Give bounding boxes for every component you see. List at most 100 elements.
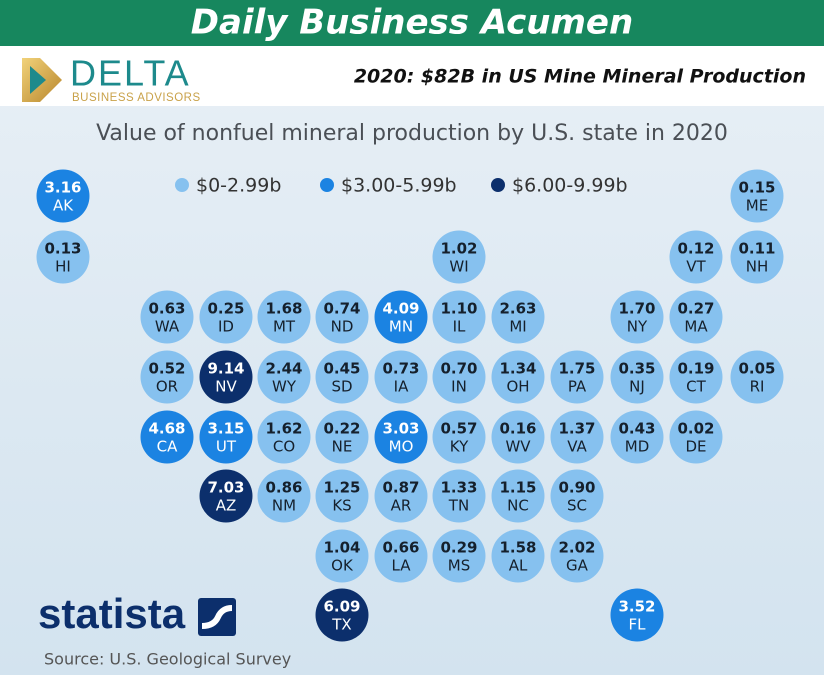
state-code: NC bbox=[507, 497, 529, 515]
state-value: 0.70 bbox=[440, 360, 477, 378]
legend: $0-2.99b $3.00-5.99b $6.00-9.99b bbox=[175, 175, 628, 197]
state-value: 0.57 bbox=[440, 420, 477, 438]
state-tile bbox=[432, 469, 486, 523]
state-value: 3.03 bbox=[382, 420, 419, 438]
state-value: 0.43 bbox=[618, 420, 655, 438]
logo-name: DELTA bbox=[70, 53, 191, 94]
state-tile bbox=[315, 410, 369, 464]
state-code: NJ bbox=[629, 378, 645, 396]
state-value: 3.52 bbox=[618, 598, 655, 616]
state-code: MA bbox=[684, 318, 708, 336]
state-tile bbox=[140, 290, 194, 344]
state-value: 2.63 bbox=[499, 300, 536, 318]
state-code: WI bbox=[449, 258, 468, 276]
state-tile bbox=[257, 469, 311, 523]
state-tile bbox=[374, 529, 428, 583]
state-value: 1.70 bbox=[618, 300, 655, 318]
state-code: PA bbox=[568, 378, 587, 396]
state-code: HI bbox=[55, 258, 71, 276]
state-value: 0.87 bbox=[382, 479, 419, 497]
state-code: TX bbox=[331, 616, 351, 634]
state-value: 1.10 bbox=[440, 300, 477, 318]
state-value: 0.02 bbox=[677, 420, 714, 438]
state-tile bbox=[199, 469, 253, 523]
state-tile bbox=[550, 350, 604, 404]
state-value: 0.27 bbox=[677, 300, 714, 318]
state-code: AZ bbox=[216, 497, 237, 515]
state-value: 1.04 bbox=[323, 539, 360, 557]
state-code: AK bbox=[53, 197, 74, 215]
state-code: MN bbox=[389, 318, 413, 336]
state-code: NY bbox=[627, 318, 648, 336]
state-code: IL bbox=[453, 318, 466, 336]
state-code: NV bbox=[215, 378, 237, 396]
legend-label: $0-2.99b bbox=[196, 175, 281, 197]
state-code: GA bbox=[566, 557, 589, 575]
state-tile bbox=[491, 290, 545, 344]
state-tile bbox=[610, 350, 664, 404]
state-tile bbox=[491, 410, 545, 464]
state-value: 0.11 bbox=[738, 240, 775, 258]
state-tile bbox=[669, 230, 723, 284]
state-code: ND bbox=[331, 318, 354, 336]
state-tile bbox=[199, 410, 253, 464]
state-code: DE bbox=[685, 438, 706, 456]
state-code: UT bbox=[216, 438, 237, 456]
state-value: 0.52 bbox=[148, 360, 185, 378]
state-tile bbox=[374, 350, 428, 404]
banner bbox=[0, 0, 824, 46]
state-value: 7.03 bbox=[207, 479, 244, 497]
state-tile bbox=[36, 169, 90, 223]
state-code: VA bbox=[567, 438, 587, 456]
state-code: VT bbox=[686, 258, 706, 276]
state-value: 1.75 bbox=[558, 360, 595, 378]
state-code: NE bbox=[332, 438, 353, 456]
state-code: OR bbox=[156, 378, 178, 396]
state-code: OK bbox=[331, 557, 354, 575]
state-code: SC bbox=[567, 497, 587, 515]
state-value: 0.22 bbox=[323, 420, 360, 438]
state-code: AL bbox=[509, 557, 528, 575]
state-value: 0.16 bbox=[499, 420, 536, 438]
state-tile bbox=[669, 350, 723, 404]
state-tile bbox=[730, 169, 784, 223]
state-value: 1.33 bbox=[440, 479, 477, 497]
state-code: FL bbox=[629, 616, 647, 634]
state-tile bbox=[257, 290, 311, 344]
state-tile bbox=[669, 410, 723, 464]
chart-title: Value of nonfuel mineral production by U… bbox=[96, 121, 728, 146]
state-code: LA bbox=[392, 557, 412, 575]
state-code: RI bbox=[750, 378, 765, 396]
state-value: 1.68 bbox=[265, 300, 302, 318]
state-value: 0.73 bbox=[382, 360, 419, 378]
state-code: MS bbox=[448, 557, 470, 575]
state-tile bbox=[374, 290, 428, 344]
state-value: 1.15 bbox=[499, 479, 536, 497]
state-tile bbox=[550, 469, 604, 523]
state-code: CT bbox=[686, 378, 706, 396]
logo: DELTA BUSINESS ADVISORS bbox=[22, 53, 200, 104]
state-value: 0.74 bbox=[323, 300, 360, 318]
state-value: 3.15 bbox=[207, 420, 244, 438]
legend-label: $6.00-9.99b bbox=[512, 175, 628, 197]
state-value: 1.58 bbox=[499, 539, 536, 557]
state-tile bbox=[36, 230, 90, 284]
state-value: 0.13 bbox=[44, 240, 81, 258]
state-code: MT bbox=[273, 318, 296, 336]
state-tile bbox=[374, 469, 428, 523]
state-code: ID bbox=[218, 318, 234, 336]
state-value: 6.09 bbox=[323, 598, 360, 616]
state-tile bbox=[432, 529, 486, 583]
legend-label: $3.00-5.99b bbox=[341, 175, 457, 197]
state-value: 1.62 bbox=[265, 420, 302, 438]
brand: statista bbox=[38, 590, 186, 637]
state-value: 2.44 bbox=[265, 360, 302, 378]
state-tile bbox=[669, 290, 723, 344]
state-code: NH bbox=[746, 258, 769, 276]
state-value: 4.68 bbox=[148, 420, 185, 438]
state-tile bbox=[374, 410, 428, 464]
state-tile bbox=[315, 290, 369, 344]
state-value: 0.19 bbox=[677, 360, 714, 378]
state-value: 1.25 bbox=[323, 479, 360, 497]
